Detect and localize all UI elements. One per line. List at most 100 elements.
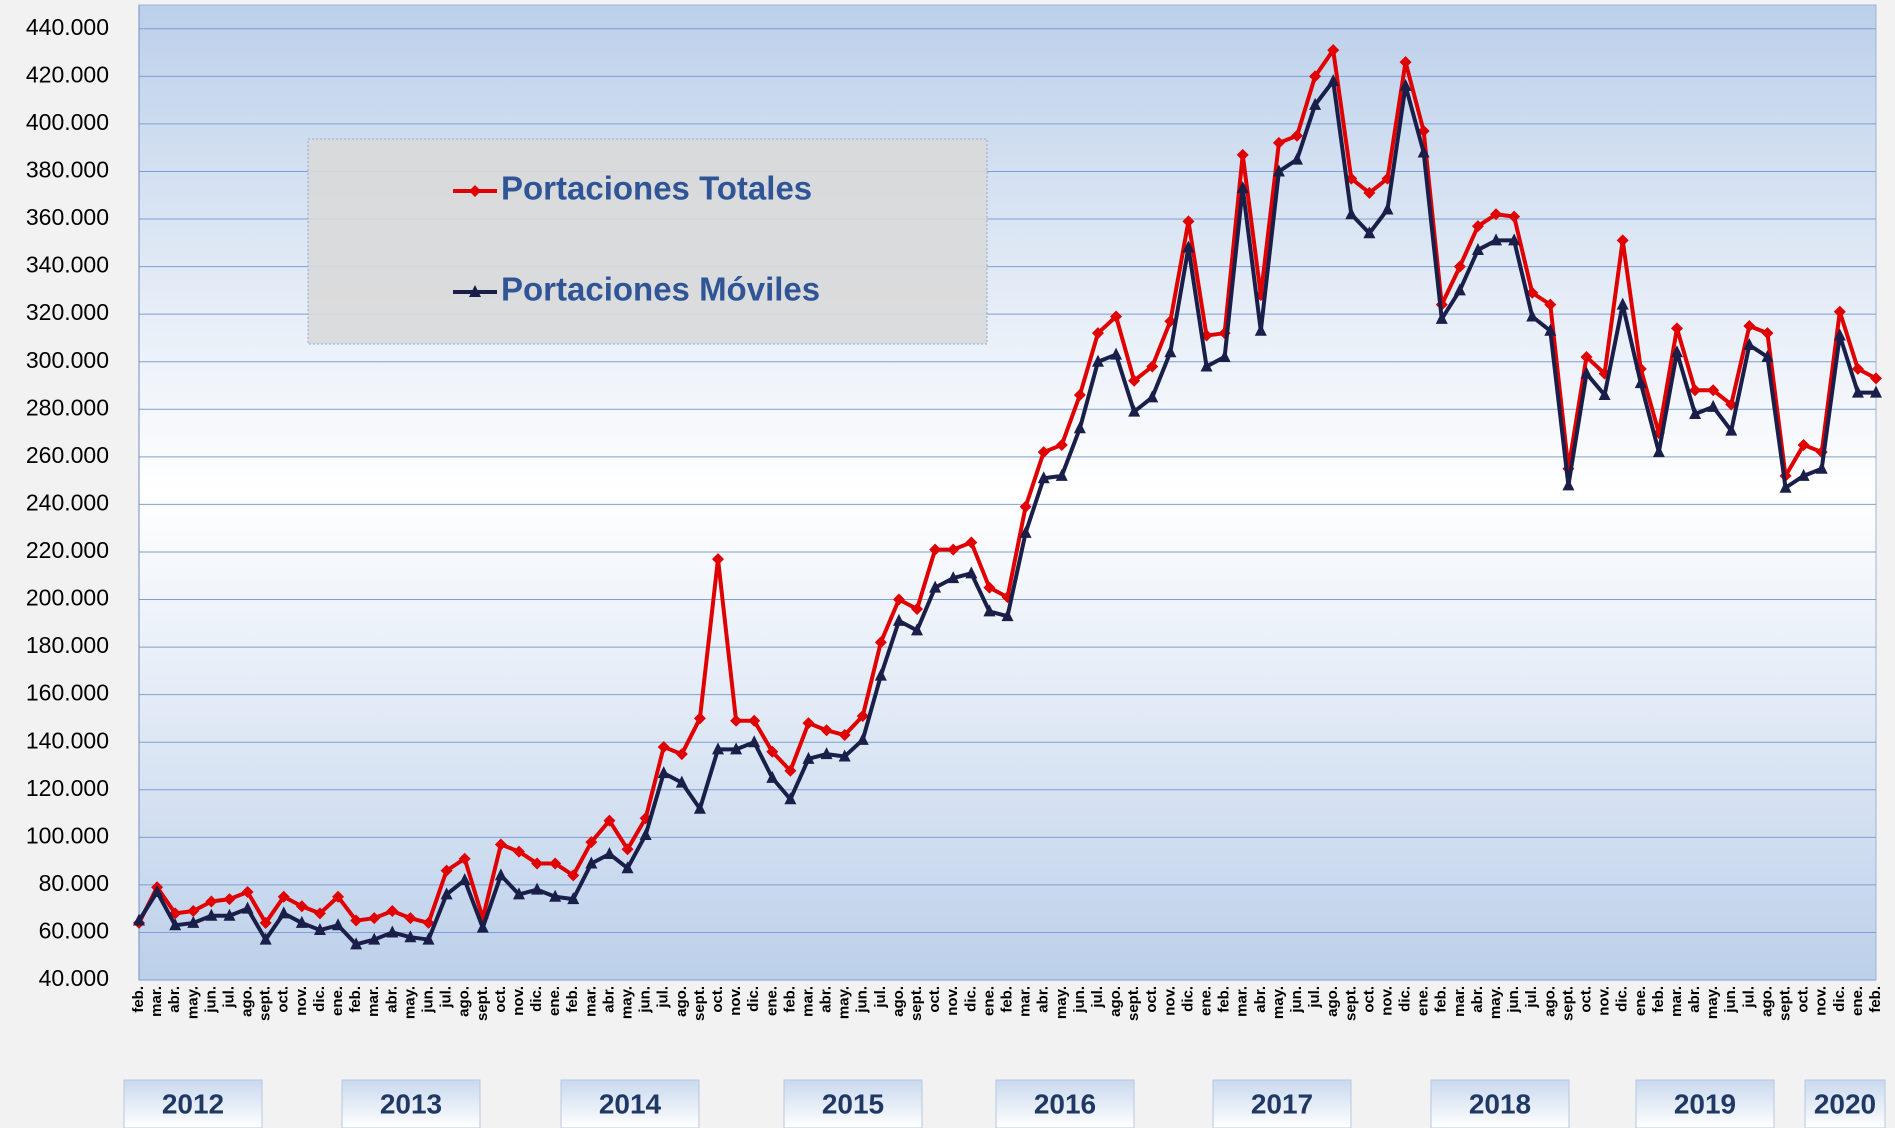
data-point (1743, 338, 1756, 351)
y-tick-label: 380.000 (26, 157, 109, 183)
x-tick-label: jun. (1722, 986, 1739, 1014)
data-point (1164, 345, 1177, 358)
data-point (1670, 345, 1683, 358)
data-point (1471, 220, 1484, 233)
data-point (1110, 347, 1123, 360)
data-point (748, 714, 761, 727)
data-point (1616, 297, 1629, 310)
x-tick-label: nov. (1161, 986, 1178, 1016)
data-point (1508, 233, 1521, 246)
data-point (1182, 240, 1195, 253)
legend-box (307, 138, 988, 345)
y-tick-label: 400.000 (26, 109, 109, 135)
x-tick-label: ago. (890, 986, 907, 1017)
data-point (404, 930, 417, 943)
year-label: 2020 (1814, 1088, 1876, 1119)
data-point (603, 814, 616, 827)
data-point (1870, 385, 1882, 398)
y-tick-label: 320.000 (26, 299, 109, 325)
data-point (1001, 609, 1014, 622)
data-point (332, 918, 345, 931)
year-box (1212, 1079, 1352, 1128)
data-point (549, 857, 562, 870)
x-tick-label: dic. (1179, 986, 1196, 1012)
x-tick-label: feb. (564, 986, 581, 1013)
data-point (657, 740, 670, 753)
data-point (1580, 366, 1593, 379)
data-point (1670, 322, 1683, 335)
x-tick-label: jul. (438, 986, 455, 1009)
y-tick-label: 440.000 (26, 14, 109, 40)
data-point (621, 843, 634, 856)
data-point (983, 581, 996, 594)
x-tick-label: ene. (1415, 986, 1432, 1016)
data-point (1091, 327, 1104, 340)
data-point (422, 932, 435, 945)
data-point (1707, 399, 1720, 412)
data-point (585, 856, 598, 869)
x-tick-label: ago. (673, 986, 690, 1017)
year-label: 2019 (1674, 1088, 1736, 1119)
data-point (512, 845, 525, 858)
data-point (802, 717, 815, 730)
x-tick-label: jul. (1089, 986, 1106, 1009)
x-tick-label: dic. (745, 986, 762, 1012)
data-point (1544, 323, 1557, 336)
x-tick-label: oct. (926, 986, 943, 1013)
legend-marker (469, 285, 481, 297)
x-tick-label: jun. (1288, 986, 1305, 1014)
x-tick-label: jul. (1740, 986, 1757, 1009)
data-point (1037, 446, 1050, 459)
x-tick-label: ene. (763, 986, 780, 1016)
data-point (1146, 390, 1159, 403)
data-point (1128, 374, 1141, 387)
data-point (1453, 260, 1466, 273)
data-point (1254, 323, 1267, 336)
x-tick-label: oct. (1143, 986, 1160, 1013)
y-tick-label: 180.000 (26, 632, 109, 658)
data-point (1779, 480, 1792, 493)
data-point (1815, 461, 1828, 474)
y-tick-label: 240.000 (26, 489, 109, 515)
data-point (1272, 136, 1285, 149)
x-tick-label: sept. (908, 986, 925, 1021)
data-point (820, 724, 833, 737)
x-tick-label: jul. (655, 986, 672, 1009)
data-point (1453, 283, 1466, 296)
data-point (1128, 404, 1141, 417)
x-tick-label: nov. (944, 986, 961, 1016)
x-tick-label: feb. (130, 986, 147, 1013)
x-tick-label: jun. (419, 986, 436, 1014)
x-tick-label: ene. (1849, 986, 1866, 1016)
y-tick-label: 340.000 (26, 252, 109, 278)
data-point (1019, 525, 1032, 538)
x-tick-label: ene. (329, 986, 346, 1016)
data-point (874, 668, 887, 681)
data-point (712, 553, 724, 566)
data-point (1689, 407, 1702, 420)
x-tick-label: dic. (1614, 986, 1631, 1012)
data-point (494, 838, 507, 851)
x-tick-label: feb. (1433, 986, 1450, 1013)
data-point (187, 905, 200, 918)
data-point (1363, 186, 1376, 199)
data-point (259, 932, 272, 945)
data-point (1707, 384, 1720, 397)
year-box (1430, 1079, 1570, 1128)
year-label: 2015 (822, 1088, 884, 1119)
x-tick-label: abr. (1035, 986, 1052, 1013)
x-tick-label: may. (1053, 986, 1070, 1019)
data-point (169, 918, 182, 931)
data-point (784, 764, 797, 777)
x-tick-label: oct. (709, 986, 726, 1013)
data-point (965, 566, 978, 579)
x-tick-label: sept. (1559, 986, 1576, 1021)
data-point (1309, 97, 1322, 110)
data-point (730, 742, 743, 755)
x-tick-label: nov. (510, 986, 527, 1016)
x-tick-label: mar. (1234, 986, 1251, 1017)
data-point (1019, 500, 1032, 513)
year-box (1804, 1079, 1886, 1128)
